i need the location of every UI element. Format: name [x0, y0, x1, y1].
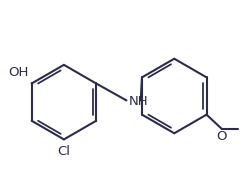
- Text: Cl: Cl: [58, 145, 70, 158]
- Text: NH: NH: [128, 95, 148, 108]
- Text: O: O: [217, 130, 227, 143]
- Text: OH: OH: [8, 66, 29, 79]
